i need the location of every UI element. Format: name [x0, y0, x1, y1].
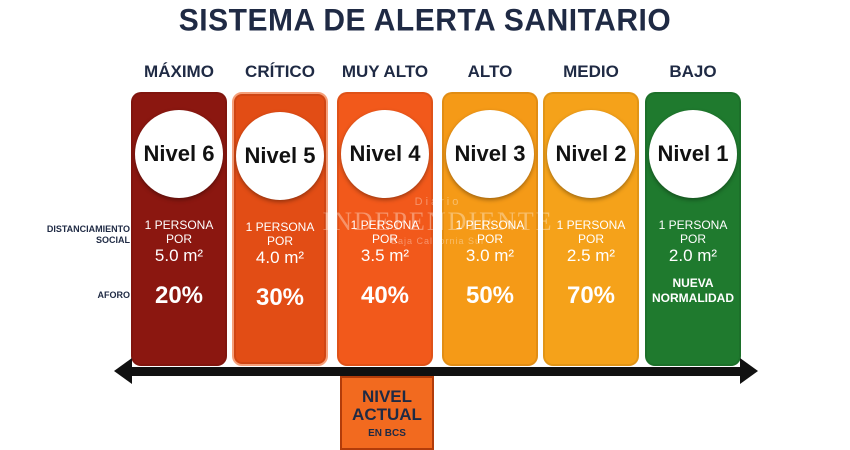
watermark-line1: Diario — [414, 196, 462, 208]
level-column-6: Nivel 6 1 PERSONA POR 5.0 m² 20% — [131, 92, 227, 366]
distanciamiento-5-line1: 1 PERSONA POR — [245, 220, 315, 248]
distanciamiento-2-line1: 1 PERSONA POR — [556, 218, 626, 246]
distanciamiento-6: 1 PERSONA POR 5.0 m² — [131, 218, 227, 266]
level-column-1: Nivel 1 1 PERSONA POR 2.0 m² NUEVA NORMA… — [645, 92, 741, 366]
distanciamiento-1: 1 PERSONA POR 2.0 m² — [645, 218, 741, 266]
page-title: SISTEMA DE ALERTA SANITARIO — [178, 3, 672, 38]
level-column-5: Nivel 5 1 PERSONA POR 4.0 m² 30% — [232, 92, 328, 366]
distanciamiento-4-line1: 1 PERSONA POR — [350, 218, 420, 246]
level-label-medio: MEDIO — [563, 62, 619, 81]
level-badge-1: Nivel 1 — [649, 110, 737, 198]
distanciamiento-4-area: 3.5 m² — [360, 246, 410, 265]
level-label-maximo: MÁXIMO — [144, 62, 214, 81]
distanciamiento-5-area: 4.0 m² — [255, 248, 305, 267]
watermark-line3: Baja California Sur — [390, 236, 486, 246]
level-label-critico: CRÍTICO — [245, 62, 315, 81]
level-badge-6: Nivel 6 — [135, 110, 223, 198]
distanciamiento-5: 1 PERSONA POR 4.0 m² — [234, 220, 326, 268]
aforo-1: NUEVA NORMALIDAD — [645, 276, 741, 306]
distanciamiento-4: 1 PERSONA POR 3.5 m² — [337, 218, 433, 266]
current-level-line2: ACTUAL — [352, 405, 422, 424]
distanciamiento-6-line1: 1 PERSONA POR — [144, 218, 214, 246]
distanciamiento-3: 1 PERSONA POR 3.0 m² — [442, 218, 538, 266]
level-label-alto: ALTO — [467, 62, 513, 81]
distanciamiento-1-line1: 1 PERSONA POR — [658, 218, 728, 246]
scale-arrow-line — [126, 367, 742, 376]
level-badge-2: Nivel 2 — [547, 110, 635, 198]
aforo-2: 70% — [566, 282, 616, 309]
current-level-box: NIVEL ACTUAL EN BCS — [340, 376, 434, 450]
level-column-4: Nivel 4 1 PERSONA POR 3.5 m² 40% — [337, 92, 433, 366]
watermark-line2: INDEPENDIENTE — [322, 207, 554, 236]
arrow-right-icon — [740, 358, 758, 384]
aforo-5: 30% — [255, 284, 305, 311]
current-level-line3: EN BCS — [368, 428, 406, 439]
distanciamiento-2-area: 2.5 m² — [566, 246, 616, 265]
level-label-muy-alto: MUY ALTO — [341, 62, 429, 81]
row-label-distanciamiento: DISTANCIAMIENTO SOCIAL — [38, 224, 130, 246]
distanciamiento-3-line1: 1 PERSONA POR — [455, 218, 525, 246]
level-badge-5: Nivel 5 — [236, 112, 324, 200]
aforo-1-line2: NORMALIDAD — [652, 291, 734, 305]
aforo-6: 20% — [154, 282, 204, 309]
level-column-3: Nivel 3 1 PERSONA POR 3.0 m² 50% — [442, 92, 538, 366]
distanciamiento-2: 1 PERSONA POR 2.5 m² — [543, 218, 639, 266]
row-label-distanciamiento-line1: DISTANCIAMIENTO — [46, 224, 130, 234]
level-badge-3: Nivel 3 — [446, 110, 534, 198]
arrow-left-icon — [114, 358, 132, 384]
distanciamiento-3-area: 3.0 m² — [465, 246, 515, 265]
level-label-bajo: BAJO — [669, 62, 717, 81]
aforo-1-line1: NUEVA — [672, 276, 714, 290]
distanciamiento-1-area: 2.0 m² — [668, 246, 718, 265]
distanciamiento-6-area: 5.0 m² — [154, 246, 204, 265]
aforo-3: 50% — [465, 282, 515, 309]
row-label-distanciamiento-line2: SOCIAL — [95, 235, 130, 245]
level-column-2: Nivel 2 1 PERSONA POR 2.5 m² 70% — [543, 92, 639, 366]
row-label-aforo: AFORO — [97, 290, 131, 300]
watermark: Diario INDEPENDIENTE Baja California Sur — [318, 196, 558, 266]
current-level-line1: NIVEL — [361, 387, 413, 406]
aforo-4: 40% — [360, 282, 410, 309]
level-badge-4: Nivel 4 — [341, 110, 429, 198]
